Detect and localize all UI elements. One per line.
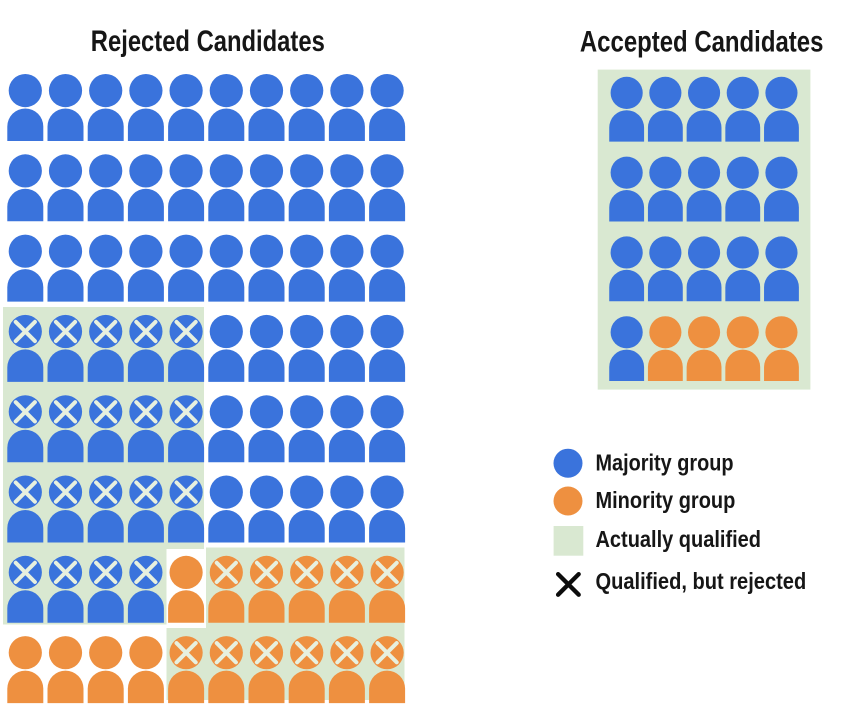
svg-text:Rejected Candidates: Rejected Candidates xyxy=(91,25,325,58)
svg-text:Qualified, but rejected: Qualified, but rejected xyxy=(596,568,807,594)
svg-text:Minority group: Minority group xyxy=(596,487,736,513)
svg-text:Actually qualified: Actually qualified xyxy=(596,526,762,552)
svg-text:Accepted Candidates: Accepted Candidates xyxy=(580,26,824,59)
svg-text:Majority group: Majority group xyxy=(596,450,734,476)
